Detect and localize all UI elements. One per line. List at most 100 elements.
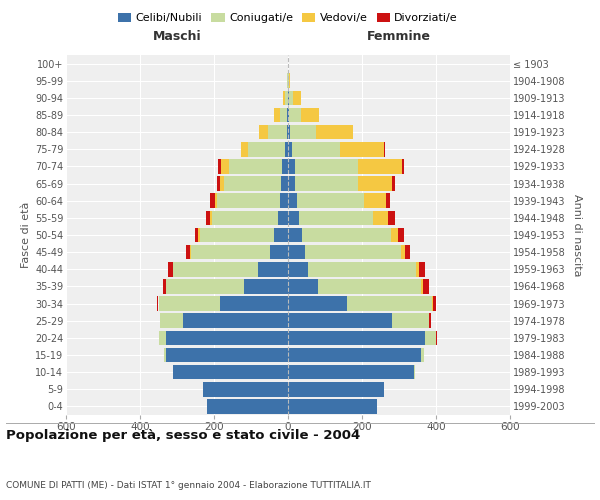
Bar <box>392 176 395 191</box>
Bar <box>347 296 432 311</box>
Bar <box>414 365 415 380</box>
Bar <box>364 194 386 208</box>
Bar <box>308 262 416 276</box>
Bar <box>288 142 292 156</box>
Bar <box>280 108 287 122</box>
Bar <box>288 348 421 362</box>
Bar <box>290 125 316 140</box>
Bar <box>419 262 425 276</box>
Bar <box>283 90 284 105</box>
Bar <box>186 245 190 260</box>
Bar <box>270 245 288 260</box>
Bar <box>316 125 353 140</box>
Bar <box>430 314 431 328</box>
Bar <box>288 228 302 242</box>
Bar <box>391 228 398 242</box>
Bar <box>210 210 212 225</box>
Bar <box>288 245 305 260</box>
Bar <box>244 279 288 293</box>
Bar <box>220 296 288 311</box>
Bar <box>428 314 430 328</box>
Bar <box>158 296 220 311</box>
Bar <box>200 228 274 242</box>
Bar <box>191 245 270 260</box>
Bar <box>288 382 384 396</box>
Bar <box>229 159 283 174</box>
Bar <box>421 348 424 362</box>
Bar <box>206 399 288 413</box>
Bar <box>212 210 278 225</box>
Bar <box>289 90 293 105</box>
Bar <box>288 210 299 225</box>
Bar <box>166 348 288 362</box>
Bar <box>268 125 287 140</box>
Bar <box>288 159 295 174</box>
Bar <box>280 194 288 208</box>
Bar <box>217 176 220 191</box>
Text: Maschi: Maschi <box>152 30 202 43</box>
Bar <box>259 125 268 140</box>
Bar <box>288 262 308 276</box>
Bar <box>182 314 288 328</box>
Bar <box>288 279 317 293</box>
Bar <box>297 194 364 208</box>
Bar <box>425 330 436 345</box>
Text: Popolazione per età, sesso e stato civile - 2004: Popolazione per età, sesso e stato civil… <box>6 430 360 442</box>
Bar <box>173 365 288 380</box>
Bar <box>221 159 229 174</box>
Bar <box>292 142 340 156</box>
Bar <box>241 142 248 156</box>
Bar <box>288 176 295 191</box>
Text: Femmine: Femmine <box>367 30 431 43</box>
Bar <box>159 330 166 345</box>
Bar <box>224 176 281 191</box>
Bar <box>206 210 210 225</box>
Bar <box>358 176 392 191</box>
Text: COMUNE DI PATTI (ME) - Dati ISTAT 1° gennaio 2004 - Elaborazione TUTTITALIA.IT: COMUNE DI PATTI (ME) - Dati ISTAT 1° gen… <box>6 481 371 490</box>
Bar <box>289 74 290 88</box>
Bar <box>164 348 166 362</box>
Bar <box>433 296 436 311</box>
Bar <box>287 125 288 140</box>
Bar <box>432 296 433 311</box>
Bar <box>386 194 391 208</box>
Bar <box>217 194 280 208</box>
Bar <box>274 228 288 242</box>
Bar <box>288 125 290 140</box>
Bar <box>302 228 391 242</box>
Bar <box>215 194 217 208</box>
Bar <box>299 210 373 225</box>
Bar <box>305 245 401 260</box>
Bar <box>402 159 404 174</box>
Y-axis label: Fasce di età: Fasce di età <box>20 202 31 268</box>
Bar <box>423 279 428 293</box>
Bar <box>211 194 215 208</box>
Bar <box>166 330 288 345</box>
Bar <box>284 90 287 105</box>
Bar <box>293 90 301 105</box>
Bar <box>288 399 377 413</box>
Bar <box>405 245 410 260</box>
Bar <box>203 382 288 396</box>
Bar <box>168 262 173 276</box>
Bar <box>220 176 224 191</box>
Bar <box>401 245 405 260</box>
Bar <box>287 108 288 122</box>
Bar <box>289 108 301 122</box>
Bar <box>285 142 288 156</box>
Bar <box>281 176 288 191</box>
Bar <box>190 245 191 260</box>
Bar <box>317 279 421 293</box>
Bar <box>173 262 259 276</box>
Bar <box>340 142 384 156</box>
Bar <box>199 228 200 242</box>
Bar <box>287 74 288 88</box>
Bar <box>288 194 297 208</box>
Bar <box>288 296 347 311</box>
Bar <box>358 159 402 174</box>
Bar <box>392 314 428 328</box>
Bar <box>288 314 392 328</box>
Legend: Celibi/Nubili, Coniugati/e, Vedovi/e, Divorziati/e: Celibi/Nubili, Coniugati/e, Vedovi/e, Di… <box>113 8 463 28</box>
Bar <box>398 228 404 242</box>
Bar <box>283 159 288 174</box>
